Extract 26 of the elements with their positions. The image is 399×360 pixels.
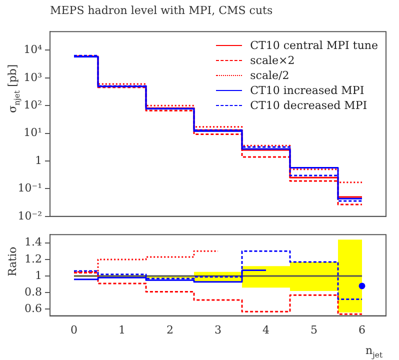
y-tick-label: 10⁻² (18, 209, 42, 222)
y-tick-label: 10³ (24, 70, 42, 84)
legend-label: CT10 increased MPI (250, 84, 364, 97)
y-tick-label: 10² (24, 98, 42, 112)
x-tick-label: 1 (118, 323, 126, 336)
y-tick-label: 0.8 (24, 285, 42, 298)
chart-title: MEPS hadron level with MPI, CMS cuts (50, 4, 273, 17)
y-tick-label: 1.4 (24, 236, 42, 249)
y-axis-title: Ratio (6, 246, 19, 276)
y-tick-label: 0.6 (24, 302, 42, 316)
x-tick-label: 6 (358, 323, 366, 336)
y-tick-label: 1 (35, 268, 42, 282)
legend-label: CT10 central MPI tune (250, 39, 378, 52)
y-tick-label: 1.2 (24, 252, 42, 266)
y-tick-label: 10⁴ (24, 43, 43, 56)
x-tick-label: 4 (262, 323, 270, 336)
y-tick-label: 10¹ (24, 126, 42, 140)
x-tick-label: 0 (70, 323, 78, 336)
legend-label: CT10 decreased MPI (250, 99, 368, 112)
x-tick-label: 3 (214, 323, 222, 336)
x-tick-label: 5 (310, 323, 318, 336)
legend-label: scale/2 (250, 69, 290, 82)
y-tick-label: 1 (35, 154, 42, 167)
y-tick-label: 10⁻¹ (18, 182, 42, 195)
x-tick-label: 2 (166, 323, 174, 336)
legend-label: scale×2 (250, 54, 295, 67)
